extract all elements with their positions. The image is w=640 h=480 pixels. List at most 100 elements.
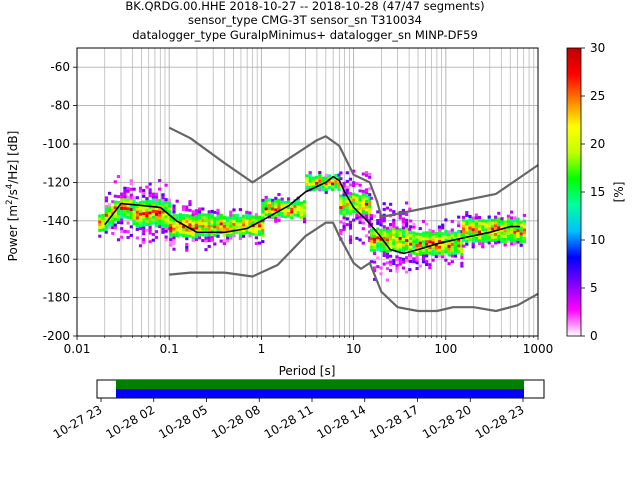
density-cell [219, 239, 223, 243]
density-cell [425, 263, 429, 266]
density-cell [138, 209, 143, 213]
density-cell [379, 272, 383, 276]
density-cell [207, 213, 211, 217]
density-cell [382, 245, 386, 249]
density-cell [409, 236, 413, 240]
density-cell [305, 177, 309, 181]
density-cell [116, 221, 121, 225]
density-cell [522, 231, 526, 235]
density-cell [277, 201, 281, 205]
density-cell [185, 245, 189, 249]
coverage-time-ticks: 10-27 23 10-28 02 10-28 05 10-28 08 10-28 11… [51, 398, 527, 442]
density-cell [450, 251, 454, 255]
density-cell [434, 237, 438, 241]
density-cell [334, 179, 338, 183]
density-cell [348, 241, 353, 244]
density-cell [145, 223, 149, 226]
density-cell [290, 207, 294, 211]
density-cell [382, 254, 386, 257]
density-cell [145, 228, 149, 232]
time-tick-label: 10-28 08 [209, 402, 263, 441]
density-cell [385, 278, 389, 282]
density-cell [494, 215, 498, 219]
density-cell [303, 200, 307, 204]
density-cell [182, 225, 186, 229]
density-cell [382, 219, 386, 223]
density-cell [305, 188, 309, 192]
density-cell [216, 211, 220, 215]
density-cell [222, 219, 226, 222]
density-cell [450, 240, 454, 244]
density-cell [428, 240, 432, 244]
density-cell [342, 196, 346, 200]
density-cell [345, 208, 349, 212]
density-cell [352, 184, 356, 188]
density-cell [460, 238, 464, 242]
density-cell [369, 260, 373, 264]
density-cell [355, 205, 359, 209]
density-cell [135, 227, 139, 231]
series-line-noise-model-low [169, 221, 538, 313]
density-cell [132, 205, 136, 208]
colorbar [566, 47, 582, 337]
density-cell [116, 203, 121, 207]
density-cell [457, 238, 461, 242]
density-cell [401, 226, 405, 230]
density-cell [355, 196, 359, 200]
density-cell [210, 221, 214, 225]
density-cell [471, 242, 475, 246]
density-cell [398, 242, 402, 246]
density-cell [222, 242, 226, 246]
density-cell [204, 239, 208, 243]
density-cell [385, 261, 389, 265]
density-cell [169, 220, 173, 224]
density-cell [395, 255, 399, 259]
density-cell [116, 195, 121, 199]
density-cell [198, 216, 202, 220]
density-cell [468, 217, 472, 221]
density-cell [271, 198, 275, 202]
density-cell [245, 216, 249, 220]
density-cell [182, 208, 186, 211]
density-cell [339, 194, 343, 198]
density-cell [398, 256, 402, 260]
density-cell [428, 228, 432, 232]
density-cell [431, 252, 435, 256]
density-cell [201, 213, 205, 217]
density-cell [222, 233, 226, 237]
density-cell [232, 208, 236, 212]
density-cell [450, 260, 454, 264]
density-cell [389, 237, 393, 241]
density-cell [342, 202, 346, 205]
density-cell [261, 240, 265, 244]
density-cell [101, 214, 105, 217]
density-cell [126, 198, 130, 202]
y-tick-label: -60 [50, 60, 70, 74]
density-cell [457, 232, 461, 236]
density-cell [382, 236, 386, 240]
density-cell [474, 230, 478, 234]
density-cell [408, 268, 412, 272]
density-cell [382, 216, 386, 220]
density-cell [287, 214, 291, 218]
density-cell [254, 233, 258, 237]
density-cell [299, 215, 303, 219]
density-cell [158, 225, 162, 229]
density-cell [154, 215, 159, 219]
density-cell [369, 222, 373, 226]
density-cell [120, 195, 124, 199]
density-cell [172, 207, 176, 211]
density-cell [164, 238, 168, 242]
density-cell [373, 237, 377, 241]
density-cell [409, 239, 413, 243]
density-cell [191, 233, 195, 237]
density-cell [126, 207, 130, 211]
density-cell [311, 182, 315, 186]
density-cell [191, 218, 195, 222]
density-cell [161, 193, 165, 197]
density-cell [154, 210, 159, 213]
density-cell [392, 247, 396, 251]
density-cell [395, 229, 399, 233]
density-cell [207, 233, 211, 237]
